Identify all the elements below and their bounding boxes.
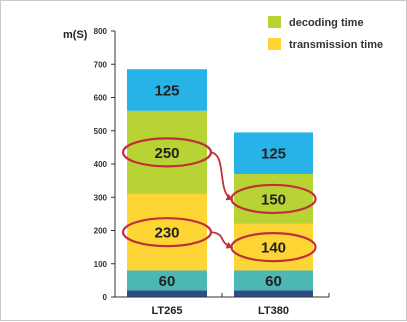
y-tick-label: 400	[94, 160, 108, 169]
legend-swatch	[268, 16, 281, 28]
bar-segment-top-lt265	[127, 69, 207, 111]
highlight-ellipse-decoding-lt265	[121, 137, 213, 168]
legend: decoding time transmission time	[268, 16, 383, 51]
y-tick-label: 300	[94, 193, 108, 202]
bar-segment-top-lt380	[234, 132, 313, 174]
legend-label: decoding time	[289, 17, 364, 29]
arrow-transmission	[210, 231, 234, 249]
bar-segment-base-lt265	[127, 290, 207, 297]
data-label-teal-lt380: 60	[265, 273, 282, 290]
y-tick-label: 600	[94, 94, 108, 103]
highlight-ellipse-transmission-lt380	[230, 232, 317, 263]
bar-segment-base-lt380	[234, 290, 313, 297]
data-label-teal-lt265: 60	[159, 273, 176, 290]
bar-segment-transmission-lt380	[234, 223, 313, 271]
highlight-ellipse-transmission-lt265	[121, 217, 213, 248]
data-label-decoding-lt265: 250	[154, 145, 179, 162]
arrow-decoding	[210, 151, 234, 201]
data-label-transmission-lt380: 140	[261, 240, 286, 257]
legend-swatch	[268, 38, 281, 50]
data-label-top-lt380: 125	[261, 146, 286, 163]
y-tick-label: 500	[94, 127, 108, 136]
x-category-label: LT265	[152, 305, 183, 317]
bar-segment-teal-lt265	[127, 270, 207, 291]
x-category-label: LT380	[258, 305, 289, 317]
y-tick-label: 700	[94, 60, 108, 69]
highlight-ellipse-decoding-lt380	[230, 183, 317, 215]
data-label-decoding-lt380: 150	[261, 191, 286, 208]
bar-segment-teal-lt380	[234, 270, 313, 291]
y-tick-label: 0	[103, 293, 108, 302]
y-tick-label: 800	[94, 27, 108, 36]
data-label-transmission-lt265: 230	[154, 225, 179, 242]
y-tick-label: 200	[94, 227, 108, 236]
y-axis-title: m(S)	[63, 29, 88, 41]
legend-label: transmission time	[289, 39, 383, 51]
data-label-top-lt265: 125	[154, 83, 179, 100]
bar-segment-decoding-lt265	[127, 110, 207, 194]
y-tick-label: 100	[94, 260, 108, 269]
bar-segment-transmission-lt265	[127, 193, 207, 271]
bar-segment-decoding-lt380	[234, 173, 313, 224]
